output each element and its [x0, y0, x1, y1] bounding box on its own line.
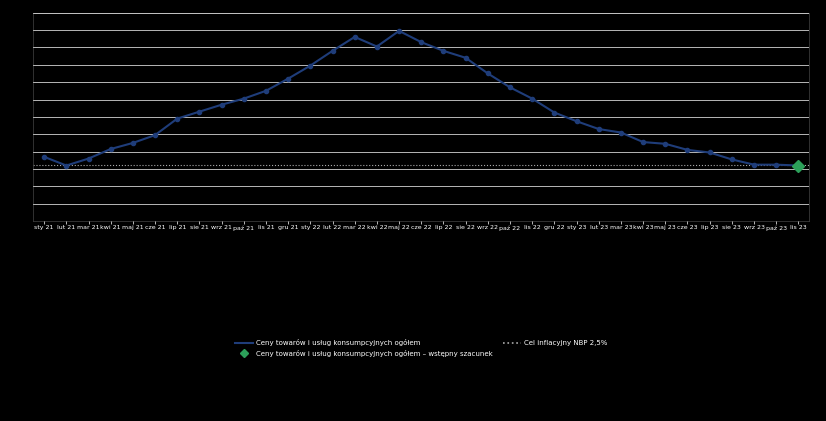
Legend: Ceny towarów i usług konsumpcyjnych ogółem, Ceny towarów i usług konsumpcyjnych : Ceny towarów i usług konsumpcyjnych ogół…: [235, 339, 607, 357]
